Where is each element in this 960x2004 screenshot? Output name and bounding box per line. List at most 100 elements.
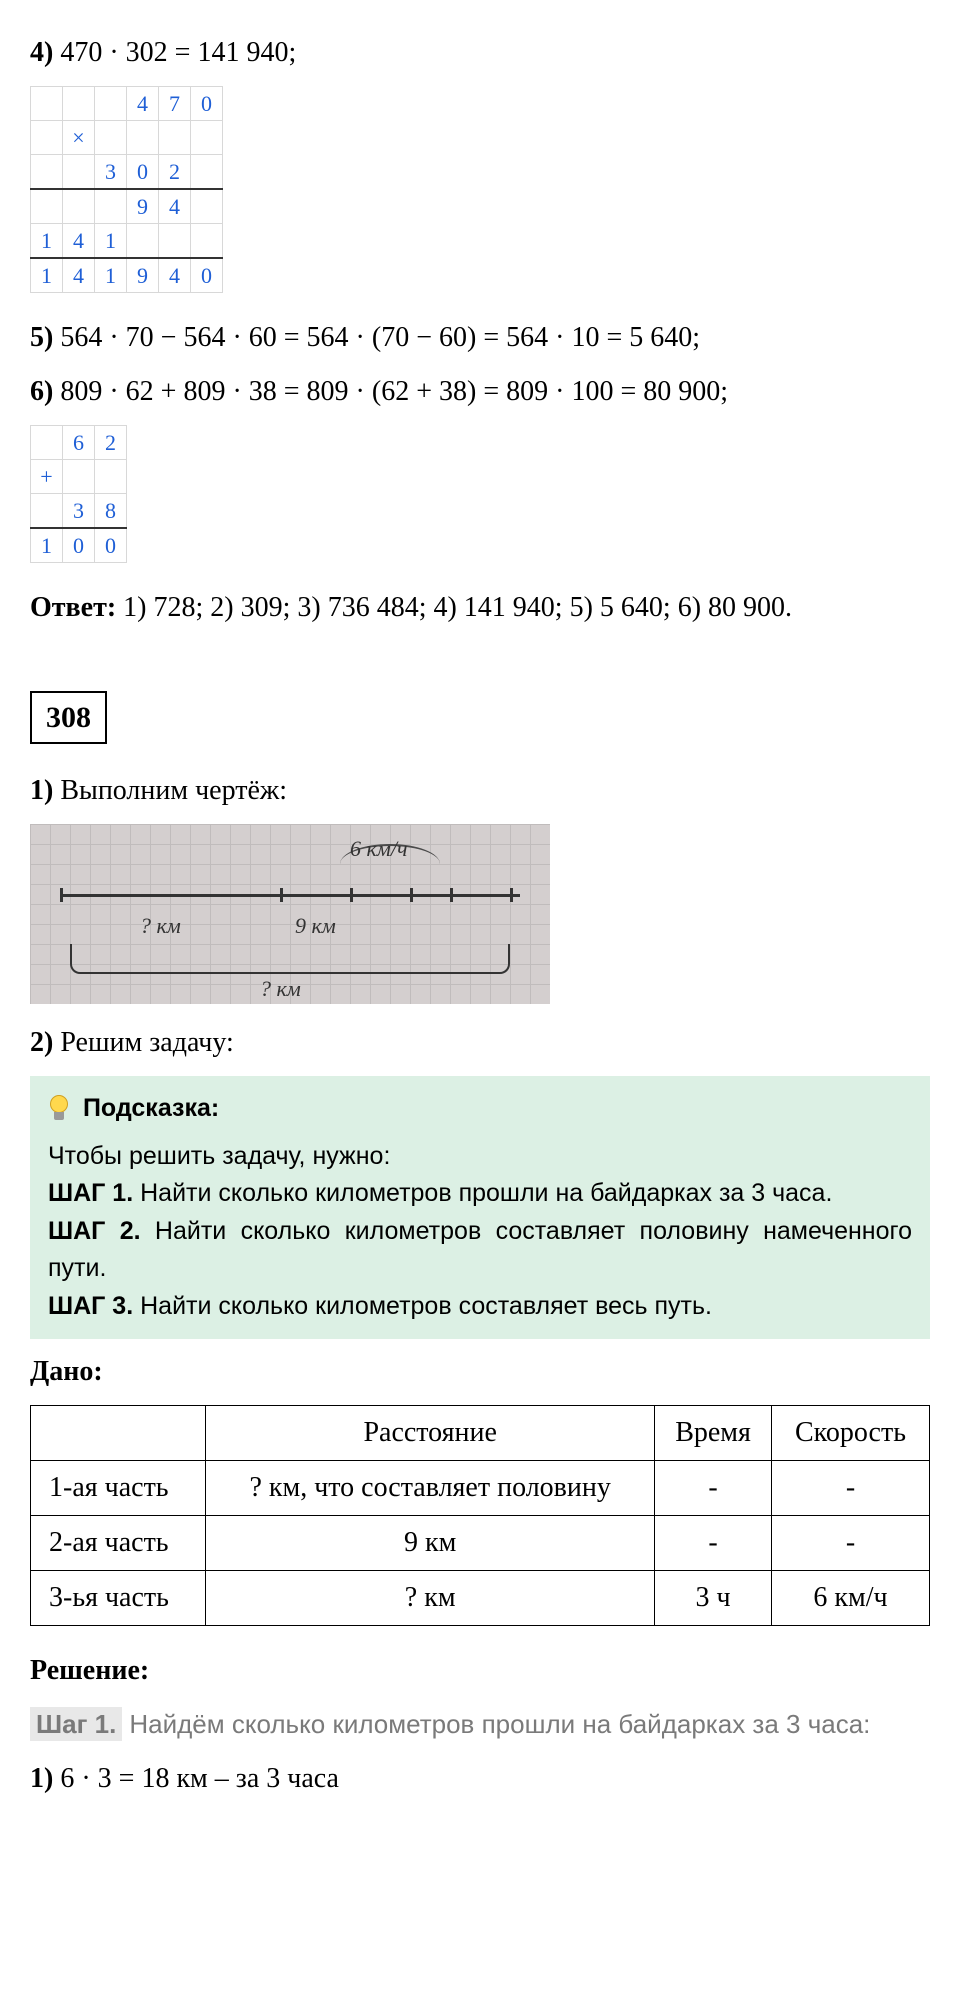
- cell: [127, 121, 159, 155]
- step-1-line: Шаг 1. Найдём сколько километров прошли …: [30, 1704, 930, 1746]
- diagram-brace: [70, 944, 510, 974]
- hint-step-1: ШАГ 1. Найти сколько километров прошли н…: [48, 1175, 912, 1213]
- cell: [95, 460, 127, 494]
- cell: [191, 155, 223, 190]
- solution-label: Решение:: [30, 1650, 930, 1692]
- cell: 4: [63, 258, 95, 293]
- cell: [31, 121, 63, 155]
- row3-speed: 6 км/ч: [772, 1571, 930, 1626]
- cell: [63, 155, 95, 190]
- item-6-label: 6): [30, 376, 53, 407]
- diagram-tick: [350, 888, 353, 902]
- cell: [63, 189, 95, 224]
- diagram-tick: [510, 888, 513, 902]
- cell: [95, 87, 127, 121]
- cell: 1: [95, 258, 127, 293]
- header-time: Время: [655, 1406, 772, 1461]
- cell: [63, 87, 95, 121]
- diagram-tick: [410, 888, 413, 902]
- cell: [31, 494, 63, 529]
- cell: 4: [159, 189, 191, 224]
- diagram-left-dist: ? км: [140, 909, 181, 942]
- item-5-expr: 564 · 70 − 564 · 60 = 564 · (70 − 60) = …: [60, 322, 700, 353]
- row2-dist: 9 км: [206, 1516, 655, 1571]
- answer-text: 1) 728; 2) 309; 3) 736 484; 4) 141 940; …: [123, 592, 792, 623]
- item-5-label: 5): [30, 322, 53, 353]
- cell: 1: [95, 224, 127, 259]
- hint-step-2: ШАГ 2. Найти сколько километров составля…: [48, 1213, 912, 1288]
- cell: 2: [159, 155, 191, 190]
- part-1: 1) Выполним чертёж:: [30, 770, 930, 812]
- cell: 4: [159, 258, 191, 293]
- cell: 6: [63, 426, 95, 460]
- cell: [191, 224, 223, 259]
- part-2: 2) Решим задачу:: [30, 1022, 930, 1064]
- cell: ×: [63, 121, 95, 155]
- cell: [127, 224, 159, 259]
- diagram-bottom: ? км: [260, 972, 301, 1005]
- hint-intro: Чтобы решить задачу, нужно:: [48, 1138, 912, 1176]
- cell: +: [31, 460, 63, 494]
- item-4: 4) 470 · 302 = 141 940;: [30, 32, 930, 74]
- cell: 8: [95, 494, 127, 529]
- cell: [159, 224, 191, 259]
- cell: 1: [31, 528, 63, 563]
- item-6: 6) 809 · 62 + 809 · 38 = 809 · (62 + 38)…: [30, 371, 930, 413]
- row1-dist: ? км, что составляет половину: [206, 1461, 655, 1516]
- part-1-label: 1): [30, 775, 53, 806]
- diagram-tick: [280, 888, 283, 902]
- cell: 0: [191, 258, 223, 293]
- cell: [31, 155, 63, 190]
- diagram-tick: [450, 888, 453, 902]
- cell: [191, 189, 223, 224]
- cell: 3: [63, 494, 95, 529]
- multiplication-table: 4 7 0 × 3 0 2 9 4 1 4 1 1 4 1 9: [30, 86, 223, 293]
- diagram-speed: 6 км/ч: [350, 832, 407, 865]
- cell: 1: [31, 258, 63, 293]
- row1-label: 1-ая часть: [31, 1461, 206, 1516]
- header-distance: Расстояние: [206, 1406, 655, 1461]
- hint-step-3-label: ШАГ 3.: [48, 1292, 133, 1320]
- cell: [31, 87, 63, 121]
- cell: [95, 189, 127, 224]
- cell: [191, 121, 223, 155]
- row3-dist: ? км: [206, 1571, 655, 1626]
- cell: 2: [95, 426, 127, 460]
- row3-label: 3-ья часть: [31, 1571, 206, 1626]
- cell: 9: [127, 189, 159, 224]
- part-2-label: 2): [30, 1027, 53, 1058]
- cell: 7: [159, 87, 191, 121]
- step-1-text: Найдём сколько километров прошли на байд…: [129, 1709, 870, 1739]
- step-1-header: Шаг 1.: [30, 1707, 122, 1741]
- cell: 4: [63, 224, 95, 259]
- header-speed: Скорость: [772, 1406, 930, 1461]
- row1-speed: -: [772, 1461, 930, 1516]
- cell: [31, 189, 63, 224]
- row3-time: 3 ч: [655, 1571, 772, 1626]
- hint-step-3-text: Найти сколько километров составляет весь…: [140, 1292, 712, 1320]
- hint-step-2-text: Найти сколько километров составляет поло…: [48, 1217, 912, 1283]
- hint-step-1-text: Найти сколько километров прошли на байда…: [140, 1179, 832, 1207]
- row2-time: -: [655, 1516, 772, 1571]
- cell: 0: [191, 87, 223, 121]
- part-1-text: Выполним чертёж:: [60, 775, 287, 806]
- diagram: 6 км/ч ? км 9 км ? км: [30, 824, 550, 1004]
- data-table: Расстояние Время Скорость 1-ая часть ? к…: [30, 1405, 930, 1626]
- header-empty: [31, 1406, 206, 1461]
- cell: [63, 460, 95, 494]
- hint-title-text: Подсказка:: [83, 1094, 219, 1122]
- row2-speed: -: [772, 1516, 930, 1571]
- part-2-text: Решим задачу:: [60, 1027, 233, 1058]
- final-label: 1): [30, 1763, 53, 1794]
- answer-line: Ответ: 1) 728; 2) 309; 3) 736 484; 4) 14…: [30, 587, 930, 629]
- final-expr: 6 · 3 = 18 км – за 3 часа: [60, 1763, 339, 1794]
- cell: 1: [31, 224, 63, 259]
- row1-time: -: [655, 1461, 772, 1516]
- row2-label: 2-ая часть: [31, 1516, 206, 1571]
- cell: 9: [127, 258, 159, 293]
- cell: [31, 426, 63, 460]
- item-6-expr: 809 · 62 + 809 · 38 = 809 · (62 + 38) = …: [60, 376, 728, 407]
- cell: [95, 121, 127, 155]
- cell: 4: [127, 87, 159, 121]
- cell: 0: [127, 155, 159, 190]
